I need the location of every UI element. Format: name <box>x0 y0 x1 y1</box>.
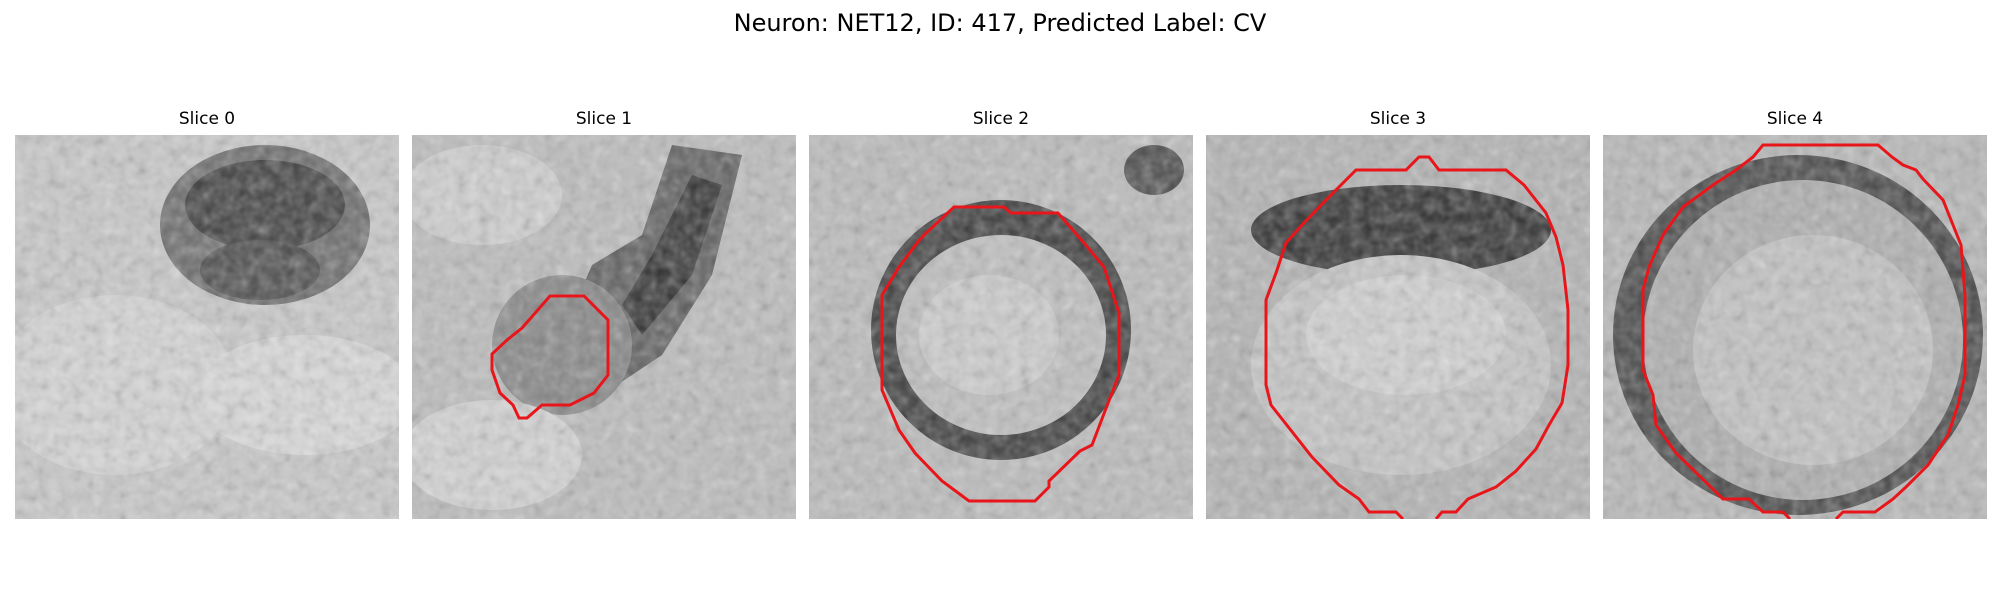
slice-panel-0: Slice 0 <box>15 107 399 519</box>
slice-image-2 <box>809 135 1193 519</box>
slice-panel-3: Slice 3 <box>1206 107 1590 519</box>
slice-image-3 <box>1206 135 1590 519</box>
slice-panel-2: Slice 2 <box>809 107 1193 519</box>
slice-panel-1: Slice 1 <box>412 107 796 519</box>
figure-title: Neuron: NET12, ID: 417, Predicted Label:… <box>733 9 1267 37</box>
slice-title-2: Slice 2 <box>972 109 1030 129</box>
slice-title-0: Slice 0 <box>178 109 236 129</box>
slice-title-1: Slice 1 <box>575 109 633 129</box>
segmentation-contour-4 <box>1641 143 1967 519</box>
segmentation-contour-1 <box>490 294 610 420</box>
slice-title-3: Slice 3 <box>1369 109 1427 129</box>
slice-image-4 <box>1603 135 1987 519</box>
segmentation-contour-2 <box>880 205 1121 503</box>
segmentation-contour-3 <box>1264 155 1570 519</box>
slice-panel-4: Slice 4 <box>1603 107 1987 519</box>
slice-image-0 <box>15 135 399 519</box>
slice-title-4: Slice 4 <box>1766 109 1824 129</box>
slice-image-1 <box>412 135 796 519</box>
